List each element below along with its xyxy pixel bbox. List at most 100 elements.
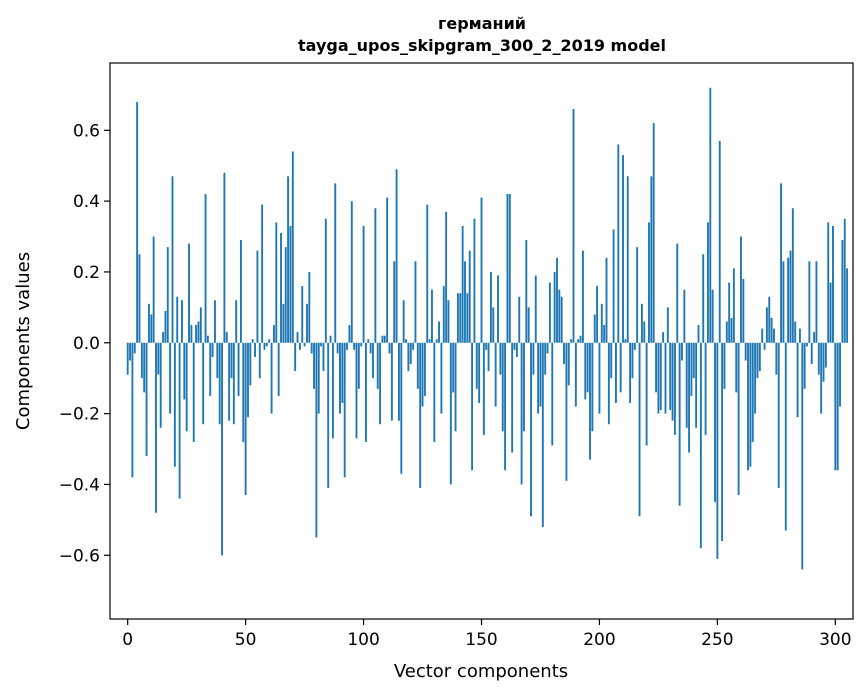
bar — [188, 243, 190, 343]
bar — [570, 339, 573, 343]
bar — [232, 342, 235, 425]
bar — [164, 310, 167, 343]
bar — [485, 342, 488, 350]
bar — [265, 342, 268, 347]
bar — [291, 151, 294, 343]
bar — [775, 342, 778, 375]
bar — [652, 123, 655, 343]
bar — [556, 257, 558, 343]
bar — [768, 296, 771, 343]
bar — [303, 342, 306, 347]
bar — [523, 342, 525, 432]
bar — [624, 339, 627, 343]
bar — [202, 342, 205, 425]
bar — [197, 321, 200, 343]
bar — [456, 293, 459, 343]
x-tick-label: 50 — [235, 630, 257, 650]
bar — [331, 342, 334, 439]
bar — [789, 250, 792, 343]
bar — [395, 169, 398, 343]
bar — [310, 342, 313, 354]
bar — [629, 342, 632, 403]
bar — [282, 303, 285, 343]
bar — [794, 321, 797, 343]
bar — [374, 208, 377, 343]
bar — [539, 342, 542, 407]
bar — [765, 307, 768, 343]
bars-group — [126, 87, 849, 570]
bar — [650, 176, 653, 343]
bar — [143, 342, 146, 393]
bar — [501, 342, 504, 432]
bar — [515, 342, 518, 357]
bar — [423, 342, 426, 396]
bar — [145, 342, 148, 457]
bar — [169, 342, 172, 414]
bar — [480, 197, 483, 343]
bar — [166, 247, 169, 343]
bar — [471, 342, 474, 471]
bar — [171, 176, 174, 343]
bar — [617, 144, 620, 343]
bar — [433, 342, 436, 442]
bar — [513, 342, 516, 350]
bar — [817, 342, 820, 375]
chart-title: германий — [438, 14, 526, 33]
bar — [511, 342, 514, 453]
bar — [353, 342, 356, 350]
bar — [655, 342, 657, 393]
bar — [416, 342, 419, 389]
bar — [211, 342, 214, 357]
bar — [681, 342, 683, 361]
bar — [405, 339, 407, 343]
bar — [699, 342, 702, 549]
bar — [452, 342, 455, 393]
bar — [777, 342, 780, 488]
bar — [225, 332, 228, 343]
bar — [605, 257, 608, 343]
bar — [688, 342, 691, 453]
bar — [181, 300, 183, 343]
bar — [596, 286, 599, 343]
bar — [468, 250, 471, 343]
bar — [735, 342, 738, 393]
bar — [530, 342, 532, 517]
bar — [631, 342, 634, 379]
bar — [584, 342, 587, 400]
bar — [294, 342, 297, 372]
bar — [247, 342, 249, 418]
bar — [581, 250, 584, 343]
bar — [730, 317, 733, 343]
bar — [129, 342, 131, 361]
bar — [669, 342, 672, 411]
bar — [711, 289, 714, 343]
bar — [454, 342, 457, 432]
bar — [263, 342, 266, 350]
bar — [508, 194, 511, 343]
bar — [839, 342, 841, 407]
bar — [648, 222, 650, 343]
bar — [494, 342, 497, 407]
bar — [426, 204, 429, 343]
bar — [841, 240, 844, 343]
bar — [640, 303, 643, 343]
bar — [565, 342, 568, 481]
bar — [473, 218, 476, 343]
bar — [758, 342, 761, 372]
bar — [327, 342, 330, 488]
bar — [249, 342, 252, 386]
bar — [228, 342, 231, 421]
bar — [506, 194, 509, 343]
y-tick-label: −0.4 — [59, 475, 100, 495]
bar — [751, 342, 754, 442]
bar — [591, 342, 594, 432]
x-tick-label: 150 — [465, 630, 497, 650]
bar — [525, 240, 528, 343]
bar — [773, 328, 775, 343]
bar — [574, 342, 577, 407]
bar — [487, 342, 490, 372]
bar — [723, 342, 726, 389]
plot-frame — [109, 62, 854, 620]
bar — [140, 342, 143, 379]
